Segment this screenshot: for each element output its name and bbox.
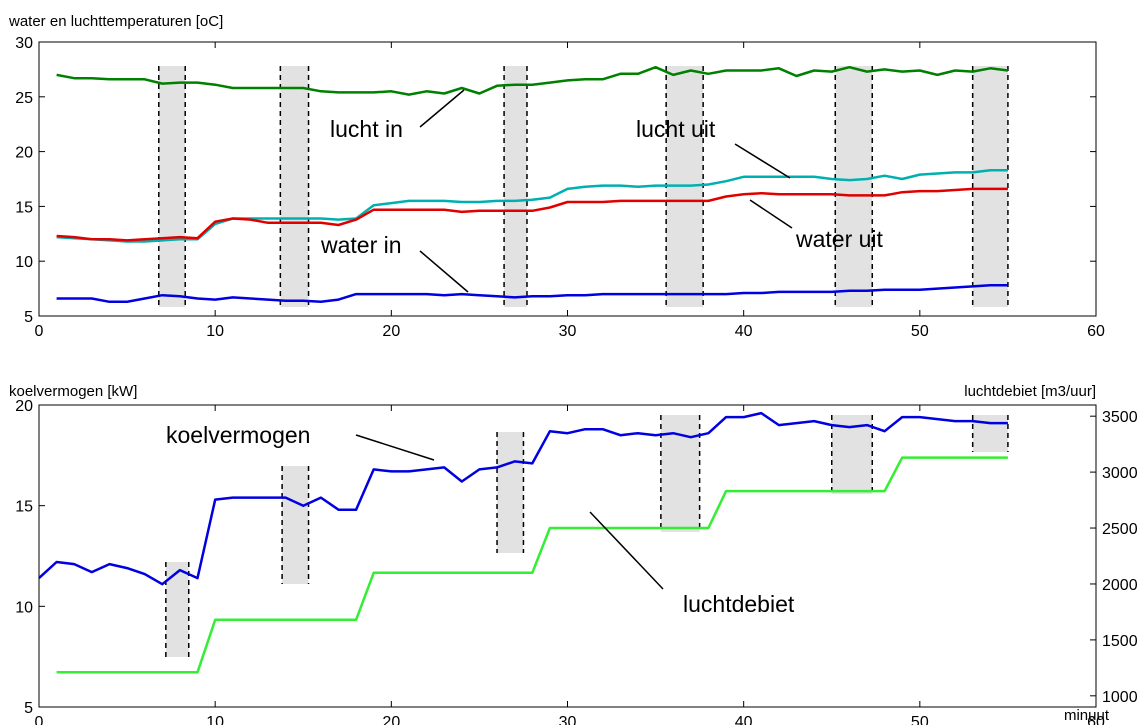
y-tick-label: 10: [15, 254, 33, 271]
annotation-leader-line: [419, 89, 465, 128]
y2-tick-label: 3500: [1102, 409, 1138, 426]
x-tick-label: 40: [735, 323, 753, 340]
y-tick-label: 25: [15, 90, 33, 107]
y-tick-label: 10: [15, 599, 33, 616]
measurement-interval-shade: [158, 66, 186, 307]
cooling-panel: koelvermogen [kW] luchtdebiet [m3/uur] m…: [9, 383, 1138, 725]
y2-tick-label: 3000: [1102, 465, 1138, 482]
x-tick-label: 20: [382, 714, 400, 725]
measurement-interval-shade: [282, 466, 309, 584]
x-axis-label: minuut: [1064, 707, 1110, 724]
y-axis-label: water en luchttemperaturen [oC]: [8, 13, 223, 30]
measurement-interval-shade: [165, 562, 189, 657]
plot-frame: [38, 404, 1097, 708]
annotation-label: koelvermogen: [166, 422, 310, 448]
x-tick-label: 30: [559, 323, 577, 340]
temperature-panel: water en luchttemperaturen [oC] 0 10 20 30 4…: [8, 13, 1105, 340]
x-tick-label: 50: [911, 323, 929, 340]
measurement-interval-shade: [972, 66, 1008, 307]
y2-tick-label: 2500: [1102, 521, 1138, 538]
x-tick-label: 10: [206, 714, 224, 725]
annotation-leader-line: [589, 511, 664, 590]
series-line-water-in: [56, 284, 1008, 304]
y-tick-label: 5: [24, 309, 33, 326]
series-line-luchtdebiet: [56, 456, 1008, 674]
y2-tick-label: 1500: [1102, 633, 1138, 650]
y-tick-label: 20: [15, 145, 33, 162]
measurement-interval-shade: [660, 415, 700, 532]
y-tick-label: 20: [15, 398, 33, 415]
x-tick-label: 10: [206, 323, 224, 340]
measurement-interval-shade: [497, 432, 524, 553]
annotation-leader-line: [734, 143, 791, 179]
y2-tick-label: 2000: [1102, 577, 1138, 594]
measurement-interval-shade: [831, 415, 873, 494]
series-line-water-uit: [56, 187, 1008, 242]
series-line-koelvermogen: [38, 411, 1008, 586]
x-tick-label: 60: [1087, 323, 1105, 340]
annotation-leader-line: [749, 199, 793, 229]
x-tick-label: 30: [559, 714, 577, 725]
annotation-label: water in: [320, 232, 402, 258]
x-tick-label: 40: [735, 714, 753, 725]
measurement-interval-shade: [280, 66, 309, 307]
y-tick-label: 15: [15, 499, 33, 516]
series-line-lucht-in: [56, 65, 1009, 96]
measurement-interval-shade: [504, 66, 527, 307]
x-tick-label: 20: [382, 323, 400, 340]
x-tick-label: 0: [35, 714, 44, 725]
measurement-interval-shade: [835, 66, 873, 307]
annotation-leader-line: [419, 250, 469, 293]
y2-tick-label: 1000: [1102, 689, 1138, 706]
x-tick-label: 60: [1087, 714, 1105, 725]
annotation-label: water uit: [795, 226, 884, 252]
y-tick-label: 30: [15, 35, 33, 52]
plot-frame: [38, 41, 1097, 317]
annotation-label: lucht in: [330, 116, 403, 142]
x-tick-label: 0: [35, 323, 44, 340]
annotation-leader-line: [355, 434, 435, 461]
annotation-label: lucht uit: [636, 116, 716, 142]
series-line-lucht-uit: [56, 168, 1008, 243]
annotation-label: luchtdebiet: [683, 591, 795, 617]
x-tick-label: 50: [911, 714, 929, 725]
y-tick-label: 15: [15, 199, 33, 216]
y2-axis-label: luchtdebiet [m3/uur]: [964, 383, 1096, 400]
y-tick-label: 5: [24, 700, 33, 717]
y-axis-label: koelvermogen [kW]: [9, 383, 137, 400]
